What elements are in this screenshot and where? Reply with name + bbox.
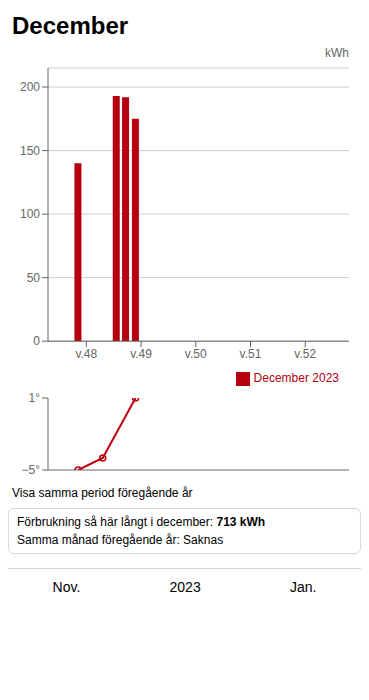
html-text:December 2023: December 2023 xyxy=(253,371,339,386)
html-text:Förbrukning så här långt i dec: Förbrukning så här långt i december: 713… xyxy=(17,515,266,529)
html-text:Jan.: Jan. xyxy=(289,579,317,595)
svg-text:200: 200 xyxy=(20,80,40,94)
html-text:December: December xyxy=(12,12,129,39)
svg-text:v.50: v.50 xyxy=(185,347,207,361)
html-text:Samma månad föregående år: Sak: Samma månad föregående år: Saknas xyxy=(17,533,224,547)
html-text:kWh: kWh xyxy=(325,46,349,60)
svg-text:50: 50 xyxy=(27,271,41,285)
svg-text:0: 0 xyxy=(33,334,40,348)
svg-text:v.49: v.49 xyxy=(130,347,152,361)
html-text:Nov.: Nov. xyxy=(52,579,81,595)
svg-text:v.52: v.52 xyxy=(294,347,316,361)
html-text:Visa samma period föregående å: Visa samma period föregående år xyxy=(12,486,193,500)
svg-text:1°: 1° xyxy=(29,391,41,405)
svg-text:v.48: v.48 xyxy=(75,347,97,361)
svg-text:150: 150 xyxy=(20,144,40,158)
svg-text:v.51: v.51 xyxy=(240,347,262,361)
svg-text:100: 100 xyxy=(20,207,40,221)
html-text:2023: 2023 xyxy=(169,579,201,595)
svg-text:−5°: −5° xyxy=(22,463,41,477)
